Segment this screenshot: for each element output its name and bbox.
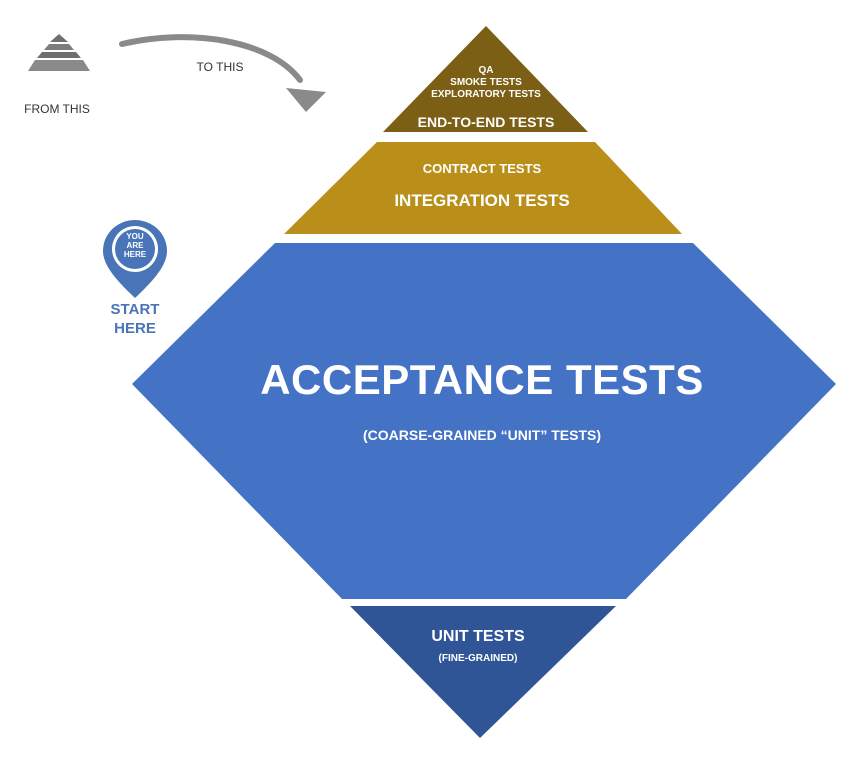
contract-tests-label: CONTRACT TESTS [422,161,542,176]
qa-label: QA [478,65,494,76]
start-here-label: START HERE [111,300,160,338]
pin-text-line1: YOU [126,232,144,241]
unit-layer [350,606,616,738]
end-to-end-sub-labels: QA SMOKE TESTS EXPLORATORY TESTS [431,65,541,101]
curved-arrow-icon [119,34,326,112]
acceptance-layer [132,243,836,599]
pin-text-line2: ARE [126,241,144,250]
unit-tests-label: UNIT TESTS [431,628,525,645]
start-here-line2: HERE [114,320,156,337]
from-this-label: FROM THIS [24,102,90,116]
to-this-label: TO THIS [196,60,244,74]
exploratory-tests-label: EXPLORATORY TESTS [431,89,541,100]
smoke-tests-label: SMOKE TESTS [450,77,522,88]
end-to-end-layer [383,26,588,132]
acceptance-tests-label: ACCEPTANCE TESTS [260,356,704,403]
start-here-line1: START [110,301,160,318]
coarse-grained-label: (COARSE-GRAINED “UNIT” TESTS) [363,427,601,443]
small-pyramid-icon [28,34,90,71]
integration-layer [284,142,682,234]
integration-tests-label: INTEGRATION TESTS [394,191,570,210]
pin-text: YOU ARE HERE [124,232,146,259]
fine-grained-label: (FINE-GRAINED) [438,653,518,664]
end-to-end-label: END-TO-END TESTS [417,114,555,130]
pin-text-line3: HERE [123,250,147,259]
location-pin-icon [103,220,167,298]
